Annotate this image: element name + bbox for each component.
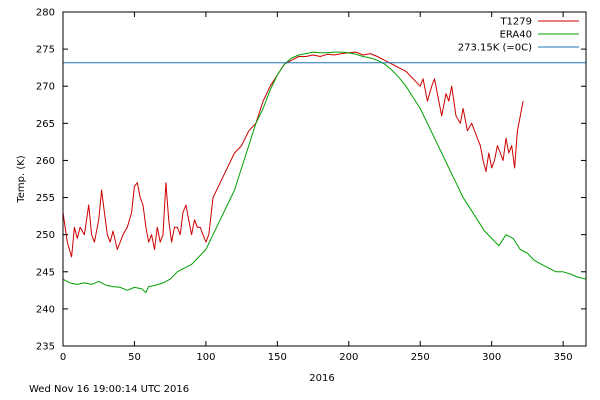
x-tick-label: 150 (268, 352, 287, 363)
y-tick-label: 240 (36, 304, 55, 315)
x-tick-label: 200 (339, 352, 358, 363)
y-tick-label: 280 (36, 8, 55, 19)
x-tick-label: 0 (60, 352, 66, 363)
y-tick-label: 250 (36, 230, 55, 241)
x-tick-label: 100 (196, 352, 215, 363)
y-tick-label: 260 (36, 156, 55, 167)
plot-series (62, 51, 587, 294)
y-tick-label: 245 (36, 267, 55, 278)
legend-label: ERA40 (500, 30, 532, 41)
x-tick-label: 50 (128, 352, 141, 363)
y-axis-label: Temp. (K) (16, 155, 27, 203)
series-line (62, 51, 524, 258)
x-axis-label: 2016 (309, 373, 334, 384)
y-tick-label: 235 (36, 342, 55, 353)
x-tick-label: 350 (554, 352, 573, 363)
plot-frame (62, 11, 587, 347)
x-tick-label: 250 (411, 352, 430, 363)
y-tick-label: 270 (36, 82, 55, 93)
legend-label: 273.15K (=0C) (458, 43, 532, 54)
timestamp: Wed Nov 16 19:00:14 UTC 2016 (29, 384, 190, 395)
y-tick-label: 255 (36, 193, 55, 204)
y-tick-label: 275 (36, 45, 55, 56)
y-tick-label: 265 (36, 119, 55, 130)
axis-ticks: 0 50 100 150 200 250 300 350 235 240 245 250 255 260 2… (36, 8, 586, 363)
x-tick-label: 300 (482, 352, 501, 363)
legend-label: T1279 (499, 17, 532, 28)
legend: T1279 ERA40 273.15K (=0C) (458, 17, 579, 54)
series-line (62, 51, 587, 294)
